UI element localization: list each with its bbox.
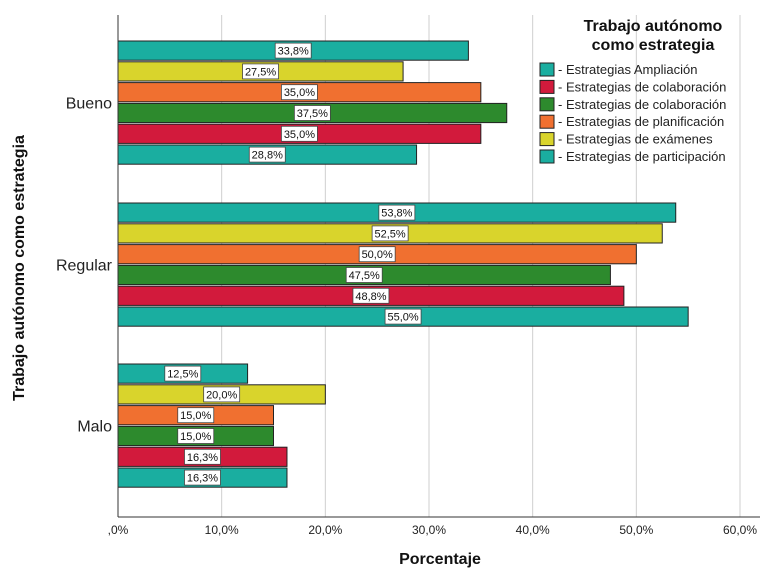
legend-swatch: [540, 115, 554, 128]
y-axis-title: Trabajo autónomo como estrategia: [11, 135, 28, 401]
data-label: 16,3%: [187, 452, 218, 464]
data-label: 33,8%: [278, 46, 309, 58]
category-label: Regular: [56, 258, 113, 275]
legend: Trabajo autónomo como estrategia - Estra…: [540, 18, 726, 164]
data-label: 12,5%: [167, 369, 198, 381]
legend-swatch: [540, 80, 554, 93]
legend-entry-label: - Estrategias de planificación: [558, 114, 724, 129]
x-tick-label: ,0%: [108, 523, 129, 537]
data-label: 48,8%: [355, 291, 386, 303]
data-label: 16,3%: [187, 473, 218, 485]
data-label: 35,0%: [284, 87, 315, 99]
x-axis-title: Porcentaje: [399, 551, 481, 568]
data-label: 27,5%: [245, 66, 276, 78]
x-tick-label: 30,0%: [412, 523, 446, 537]
x-tick-label: 40,0%: [516, 523, 550, 537]
x-tick-label: 60,0%: [723, 523, 757, 537]
data-label: 47,5%: [349, 270, 380, 282]
data-label: 15,0%: [180, 410, 211, 422]
data-label: 55,0%: [387, 312, 418, 324]
legend-entry-label: - Estrategias de exámenes: [558, 132, 713, 147]
data-label: 53,8%: [381, 208, 412, 220]
data-label: 35,0%: [284, 129, 315, 141]
legend-entry-label: - Estrategias de colaboración: [558, 97, 726, 112]
legend-swatch: [540, 98, 554, 111]
data-label: 50,0%: [362, 249, 393, 261]
legend-entry-label: - Estrategias de participación: [558, 149, 726, 164]
legend-title-line-1: Trabajo autónomo: [584, 18, 723, 35]
data-label: 28,8%: [252, 150, 283, 162]
legend-swatch: [540, 63, 554, 76]
legend-entry-label: - Estrategias de colaboración: [558, 79, 726, 94]
data-label: 20,0%: [206, 389, 237, 401]
x-tick-label: 50,0%: [619, 523, 653, 537]
data-label: 52,5%: [375, 228, 406, 240]
category-labels: Bueno Regular Malo: [56, 96, 113, 436]
x-tick-label: 10,0%: [205, 523, 239, 537]
data-label: 15,0%: [180, 431, 211, 443]
legend-swatch: [540, 133, 554, 146]
category-label: Malo: [77, 419, 112, 436]
category-label: Bueno: [66, 96, 112, 113]
data-label: 37,5%: [297, 108, 328, 120]
legend-swatch: [540, 150, 554, 163]
x-tick-labels: ,0% 10,0% 20,0% 30,0% 40,0% 50,0% 60,0%: [108, 523, 758, 537]
x-tick-label: 20,0%: [308, 523, 342, 537]
legend-title-line-2: como estrategia: [592, 37, 715, 54]
legend-entry-label: - Estrategias Ampliación: [558, 62, 697, 77]
